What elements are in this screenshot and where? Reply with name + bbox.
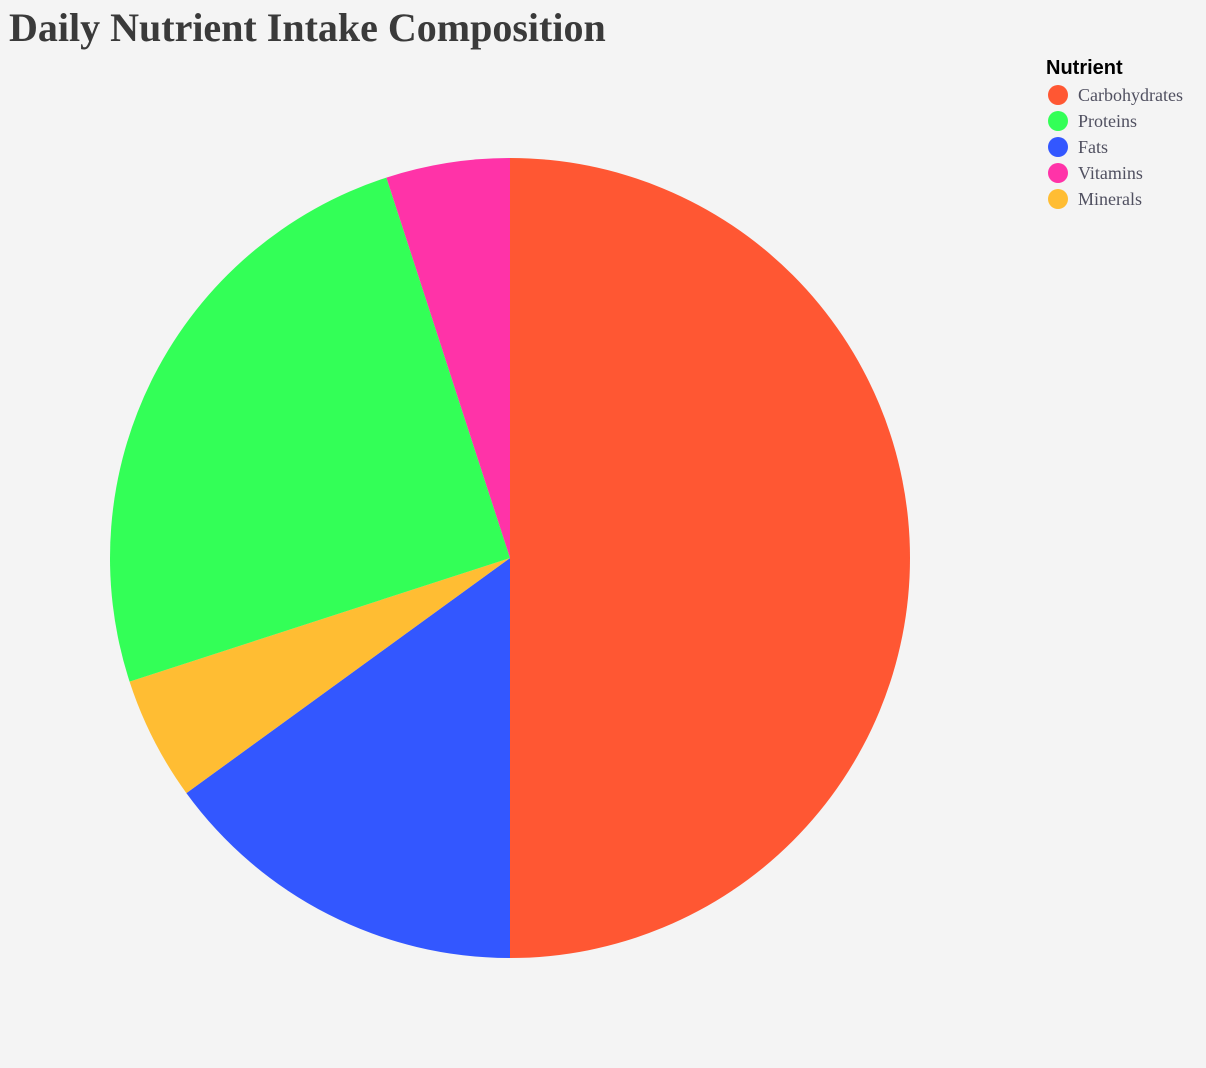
legend-swatch-proteins	[1048, 111, 1068, 131]
legend: Nutrient Carbohydrates Proteins Fats Vitami…	[1046, 56, 1183, 212]
legend-title: Nutrient	[1046, 57, 1123, 79]
legend-item-proteins: Proteins	[1046, 108, 1183, 134]
legend-swatch-carbohydrates	[1048, 85, 1068, 105]
legend-swatch-vitamins	[1048, 163, 1068, 183]
chart-title: Daily Nutrient Intake Composition	[9, 5, 606, 50]
pie-slice-fats	[186, 558, 510, 959]
legend-label: Minerals	[1078, 188, 1142, 209]
legend-item-carbohydrates: Carbohydrates	[1046, 82, 1183, 108]
legend-label: Vitamins	[1078, 162, 1143, 183]
legend-item-fats: Fats	[1046, 134, 1183, 160]
legend-swatch-fats	[1048, 137, 1068, 157]
legend-label: Fats	[1078, 136, 1109, 157]
pie-slice-carbohydrates	[510, 158, 910, 958]
legend-item-minerals: Minerals	[1046, 186, 1183, 212]
legend-label: Carbohydrates	[1078, 84, 1183, 105]
legend-label: Proteins	[1078, 110, 1138, 131]
pie-slice-minerals	[129, 558, 510, 794]
legend-items: Carbohydrates Proteins Fats Vitamins Mineral…	[1046, 82, 1183, 212]
legend-swatch-minerals	[1048, 189, 1068, 209]
pie-slice-vitamins	[386, 158, 510, 558]
pie-slices	[110, 158, 910, 959]
pie-slice-proteins	[110, 177, 510, 682]
legend-item-vitamins: Vitamins	[1046, 160, 1183, 186]
